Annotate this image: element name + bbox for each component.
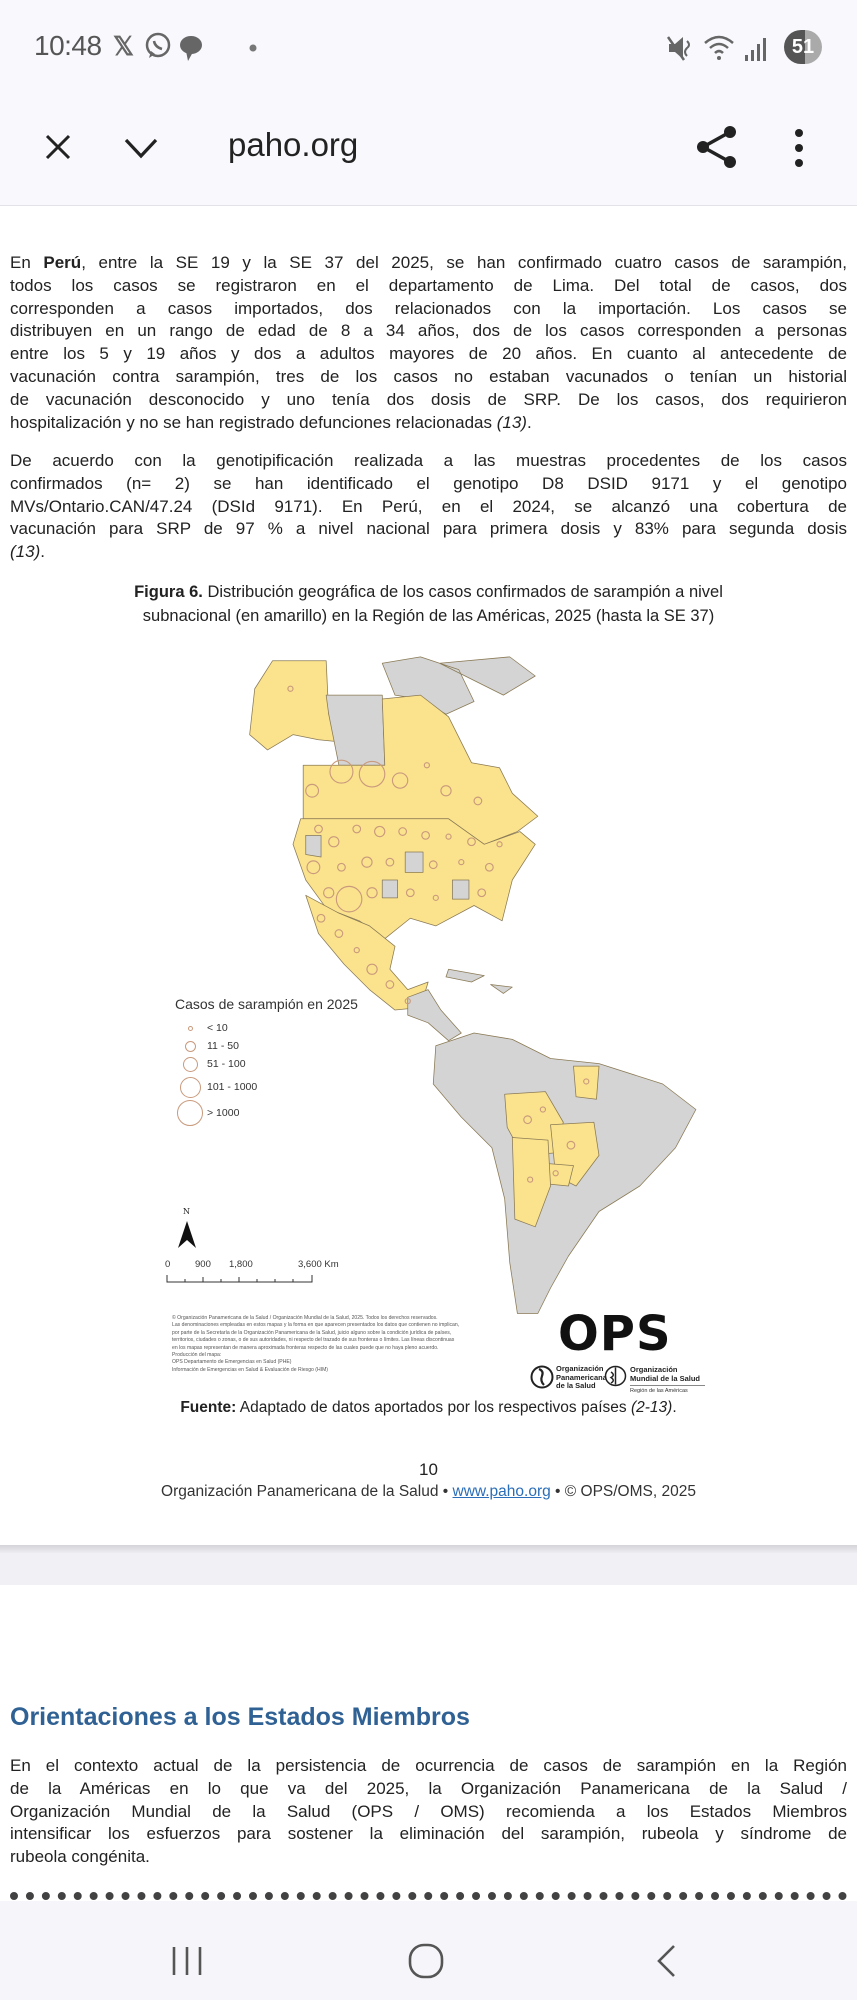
text-line: rubeola congénita. [10, 1847, 150, 1867]
text-line: En el contexto actual de la persistencia… [10, 1756, 847, 1775]
battery-icon: 51 [784, 30, 822, 64]
page-footer: Organización Panamericana de la Salud • … [161, 1483, 696, 1500]
recent-apps-icon[interactable] [170, 1945, 204, 1977]
legend-circle-icon [185, 1041, 196, 1052]
status-time: 10:48 [34, 30, 102, 61]
legend-item: 51 - 100 [207, 1058, 246, 1070]
text-line: corresponden a casos importados, dos rel… [10, 298, 847, 318]
text-line: confirmados (n= 2) se han identificado e… [10, 473, 847, 493]
share-icon[interactable] [694, 124, 740, 170]
north-arrow-icon [178, 1221, 196, 1248]
text-line: de vacunación desconocido y uno tenía do… [10, 389, 847, 409]
map-region-arctic-islands [381, 656, 536, 715]
signal-icon [745, 38, 766, 61]
legend-item: < 10 [207, 1022, 228, 1034]
figure-source: Fuente: Adaptado de datos aportados por … [180, 1399, 677, 1416]
text-line: vacunación contra sarampión, tres de los… [10, 366, 847, 386]
disclaimer-line: Las denominaciones empleadas en estos ma… [172, 1322, 460, 1329]
map-region-yukon [325, 694, 386, 766]
legend-item: > 1000 [207, 1107, 240, 1119]
legend-item: 101 - 1000 [207, 1081, 258, 1093]
figure-caption-line1: Distribución geográfica de los casos con… [202, 583, 723, 601]
paragraph-peru-cases: En Perú, entre la SE 19 y la SE 37 del 2… [10, 252, 847, 434]
back-icon[interactable] [655, 1944, 677, 1978]
home-icon[interactable] [408, 1943, 444, 1979]
paragraph-recommendations: En el contexto actual de la persistencia… [10, 1755, 847, 1869]
disclaimer-line: Información de Emergencias en Salud & Ev… [172, 1366, 329, 1373]
map-region-canada [302, 694, 539, 845]
disclaimer-line: OPS Departamento de Emergencias en Salud… [172, 1359, 292, 1366]
map-region-central-america [407, 989, 462, 1042]
north-label: N [183, 1207, 190, 1216]
section-heading: Orientaciones a los Estados Miembros [10, 1703, 470, 1731]
text-line: De acuerdo con la genotipificación reali… [10, 451, 847, 470]
figure-label: Figura 6. [134, 583, 203, 601]
legend-circle-icon [183, 1057, 198, 1072]
map-region-alaska [249, 660, 345, 751]
legend-circle-icon [177, 1100, 203, 1126]
text-line: de la Américas en lo que va del 2025, la… [10, 1778, 847, 1798]
page-number: 10 [419, 1460, 438, 1479]
who-region: Región de las Américas [630, 1388, 688, 1394]
map-region-mexico [305, 894, 429, 1011]
disclaimer-line: en los mapas representan de manera aprox… [172, 1344, 439, 1351]
paho-emblem-icon [530, 1365, 554, 1389]
figure-caption: Figura 6. Distribución geográfica de los… [40, 580, 817, 628]
x-icon: 𝕏 [113, 31, 134, 61]
who-name: Organización Mundial de la Salud [630, 1365, 701, 1383]
legend-circle-icon [180, 1077, 201, 1098]
page-separator [0, 1545, 857, 1553]
scale-label: 1,800 [229, 1259, 253, 1270]
map-region-usa [292, 818, 536, 940]
map-region-brazil-east [573, 1065, 600, 1100]
dot-icon [249, 44, 257, 52]
map-region-caribbean [445, 968, 513, 994]
scale-bar [166, 1275, 313, 1283]
wifi-icon [704, 35, 734, 60]
case-circles [287, 685, 590, 1183]
text-line: todos los casos se registraron en el dep… [10, 275, 847, 295]
text-line: distribuyen en un rango de edad de 8 a 3… [10, 321, 847, 341]
more-vert-icon[interactable] [792, 128, 806, 170]
close-icon[interactable] [44, 133, 72, 161]
map-region-usa-gray-states [305, 834, 470, 900]
scale-label: 0 [165, 1259, 171, 1270]
scale-label: 3,600 Km [298, 1259, 339, 1270]
chat-icon [180, 36, 202, 61]
text-line: MVs/Ontario.CAN/47.24 (DSId 9171). En Pe… [10, 496, 847, 516]
legend-title: Casos de sarampión en 2025 [175, 996, 358, 1012]
paho-name: Organización Panamericana de la Salud [556, 1364, 607, 1390]
paho-link[interactable]: www.paho.org [452, 1483, 551, 1500]
americas-measles-map [249, 656, 697, 1314]
status-bar: 10:48 𝕏 51 [0, 0, 857, 90]
disclaimer-line: Producción del mapa: [172, 1352, 222, 1359]
partial-text-line [10, 1886, 847, 1900]
whatsapp-icon [145, 32, 171, 58]
android-nav-bar [0, 1901, 857, 2000]
disclaimer-line: territorios, ciudades o zonas, o de sus … [172, 1337, 455, 1344]
disclaimer-line: © Organización Panamericana de la Salud … [172, 1315, 438, 1321]
disclaimer-line: por parte de la Secretaría de la Organiz… [172, 1329, 452, 1336]
url-text[interactable]: paho.org [228, 126, 359, 163]
text-line: En Perú, entre la SE 19 y la SE 37 del 2… [10, 253, 847, 272]
map-disclaimer: © Organización Panamericana de la Salud … [172, 1315, 512, 1374]
ops-logo: OPS [558, 1306, 672, 1362]
legend-item: 11 - 50 [207, 1040, 239, 1052]
text-line: intensificar los esfuerzos para sostener… [10, 1824, 847, 1844]
paragraph-genotype: De acuerdo con la genotipificación reali… [10, 450, 847, 564]
text-line: entre los 5 y 19 años y dos a adultos ma… [10, 344, 847, 364]
figure-caption-line2: subnacional (en amarillo) en la Región d… [142, 607, 715, 625]
scale-label: 900 [195, 1259, 211, 1270]
text-line: Organización Mundial de la Salud (OPS / … [10, 1801, 847, 1821]
text-line: hospitalización y no se han registrado d… [10, 412, 532, 432]
chevron-down-icon[interactable] [123, 137, 159, 159]
legend-circle-icon [188, 1026, 193, 1031]
text-line: (13). [10, 542, 45, 562]
text-line: vacunación para SRP de 97 % a nivel naci… [10, 519, 847, 539]
mute-icon [666, 36, 690, 61]
who-emblem-icon [604, 1365, 627, 1387]
browser-toolbar: paho.org [0, 90, 857, 206]
